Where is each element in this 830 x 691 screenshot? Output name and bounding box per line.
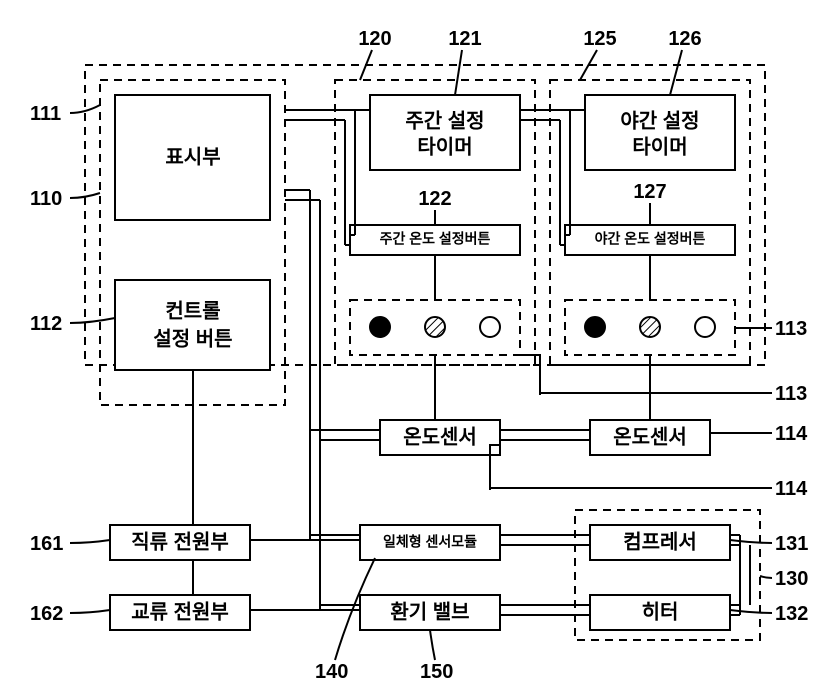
ref-131: 131 — [775, 533, 808, 555]
ref-110: 110 — [30, 188, 62, 210]
night-timer-l1: 야간 설정 — [620, 109, 699, 132]
temp-sensor-right-label: 온도센서 — [613, 425, 687, 448]
night-led-3 — [695, 317, 715, 337]
night-timer-l2: 타이머 — [632, 135, 687, 158]
ref-111: 111 — [30, 103, 61, 125]
block-diagram: 표시부 컨트롤 설정 버튼 주간 설정 타이머 주간 온도 설정버튼 야간 설정… — [0, 0, 830, 691]
ref-140: 140 — [315, 661, 348, 683]
ref-162: 162 — [30, 603, 63, 625]
ref-114a: 114 — [775, 423, 808, 445]
night-led-1 — [585, 317, 605, 337]
sensor-module-label: 일체형 센서모듈 — [383, 534, 477, 550]
ref-120: 120 — [358, 28, 391, 50]
day-timer-l1: 주간 설정 — [405, 109, 484, 132]
day-temp-btn-label: 주간 온도 설정버튼 — [380, 231, 491, 247]
ref-127: 127 — [633, 181, 666, 203]
ref-114b: 114 — [775, 478, 808, 500]
ref-113b: 113 — [775, 383, 807, 405]
control-btn-l1: 컨트롤 — [165, 299, 220, 322]
day-led-3 — [480, 317, 500, 337]
night-led-2 — [640, 317, 660, 337]
ref-113a: 113 — [775, 318, 807, 340]
ref-125: 125 — [583, 28, 616, 50]
heater-label: 히터 — [642, 600, 679, 623]
ref-121: 121 — [448, 28, 481, 50]
compressor-label: 컴프레서 — [623, 530, 697, 553]
day-timer-l2: 타이머 — [417, 135, 472, 158]
display-label: 표시부 — [165, 145, 220, 168]
ac-power-label: 교류 전원부 — [131, 600, 229, 623]
day-led-1 — [370, 317, 390, 337]
night-temp-btn-label: 야간 온도 설정버튼 — [595, 231, 706, 247]
day-timer-box — [370, 95, 520, 170]
day-led-2 — [425, 317, 445, 337]
ref-161: 161 — [30, 533, 63, 555]
dc-power-label: 직류 전원부 — [131, 530, 229, 553]
vent-valve-label: 환기 밸브 — [390, 600, 469, 623]
ref-126: 126 — [668, 28, 701, 50]
ref-112: 112 — [30, 313, 62, 335]
ref-132: 132 — [775, 603, 808, 625]
temp-sensor-left-label: 온도센서 — [403, 425, 477, 448]
control-btn-box — [115, 280, 270, 370]
control-btn-l2: 설정 버튼 — [153, 327, 232, 350]
ref-122: 122 — [418, 188, 451, 210]
ref-150: 150 — [420, 661, 453, 683]
ref-130: 130 — [775, 568, 808, 590]
night-timer-box — [585, 95, 735, 170]
